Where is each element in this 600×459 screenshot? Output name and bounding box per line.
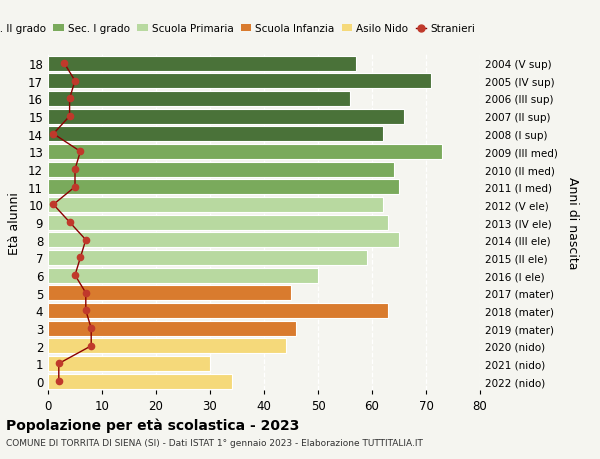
Bar	[48, 303, 388, 318]
Bar	[48, 339, 286, 353]
Y-axis label: Anni di nascita: Anni di nascita	[566, 176, 578, 269]
Bar	[48, 233, 399, 248]
Bar	[48, 197, 383, 213]
Legend: Sec. II grado, Sec. I grado, Scuola Primaria, Scuola Infanzia, Asilo Nido, Stran: Sec. II grado, Sec. I grado, Scuola Prim…	[0, 20, 479, 39]
Text: Popolazione per età scolastica - 2023: Popolazione per età scolastica - 2023	[6, 418, 299, 432]
Bar	[48, 145, 442, 160]
Bar	[48, 374, 232, 389]
Bar	[48, 162, 394, 177]
Text: COMUNE DI TORRITA DI SIENA (SI) - Dati ISTAT 1° gennaio 2023 - Elaborazione TUTT: COMUNE DI TORRITA DI SIENA (SI) - Dati I…	[6, 438, 423, 448]
Bar	[48, 268, 318, 283]
Bar	[48, 251, 367, 265]
Bar	[48, 109, 404, 124]
Bar	[48, 215, 388, 230]
Bar	[48, 285, 291, 301]
Bar	[48, 180, 399, 195]
Bar	[48, 74, 431, 89]
Y-axis label: Età alunni: Età alunni	[8, 191, 21, 254]
Bar	[48, 321, 296, 336]
Bar	[48, 92, 350, 106]
Bar	[48, 56, 356, 72]
Bar	[48, 127, 383, 142]
Bar	[48, 356, 210, 371]
